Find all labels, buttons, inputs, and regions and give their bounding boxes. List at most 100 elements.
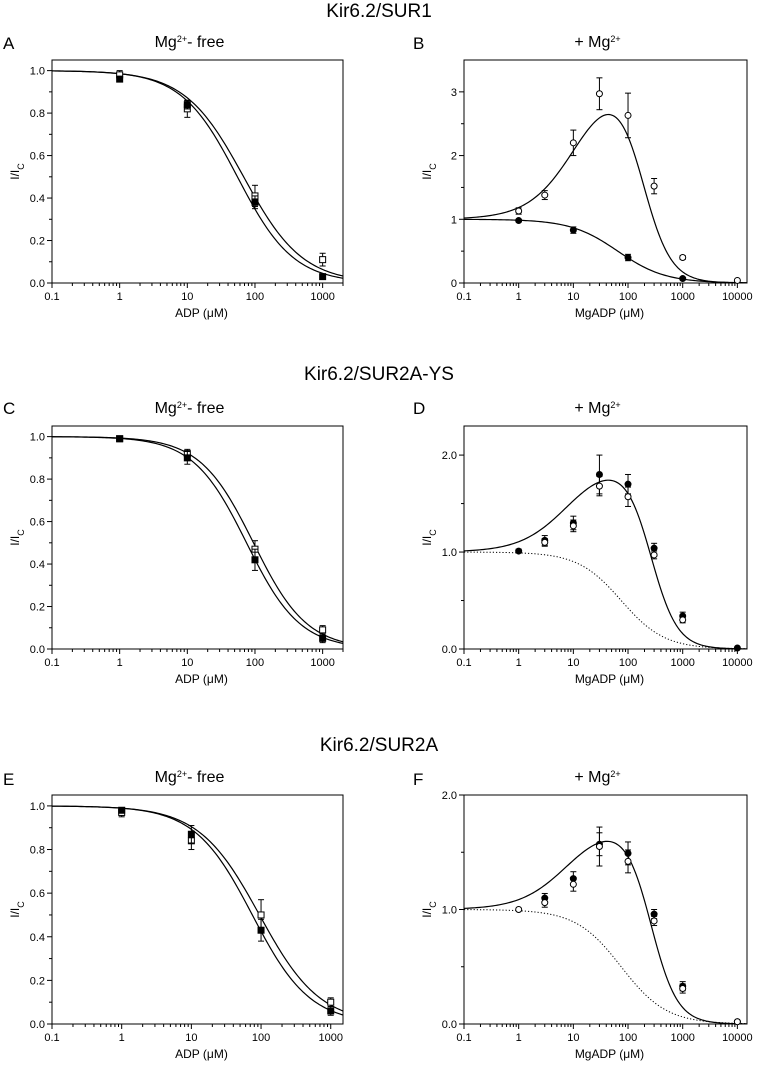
plot-frame: [51, 59, 344, 284]
x-tick-label: 100: [252, 1032, 270, 1044]
data-point-open-square: [319, 626, 327, 634]
data-point-open-circle: [569, 880, 577, 888]
x-axis-label: ADP (μM): [175, 306, 228, 320]
y-tick-label: 0.6: [30, 151, 45, 163]
data-point-filled-circle: [515, 547, 523, 555]
fit-curve: [52, 436, 343, 645]
data-point-open-square: [327, 998, 335, 1006]
row-title-3: Kir6.2/SUR2A: [320, 735, 439, 756]
panel-label: E: [3, 770, 14, 789]
row-title-1: Kir6.2/SUR1: [326, 1, 432, 22]
y-axis-label-subscript: C: [428, 529, 438, 536]
x-tick-label: 10: [181, 291, 193, 303]
data-point-open-circle: [650, 182, 658, 190]
x-tick-label: 1: [516, 657, 522, 669]
x-tick-label: 1: [117, 657, 123, 669]
data-point-filled-circle: [650, 544, 658, 552]
y-tick-label: 0.8: [30, 474, 45, 486]
y-axis-label-subscript: C: [428, 163, 438, 170]
fit-curve: [464, 113, 747, 283]
fit-curve: [52, 436, 343, 643]
y-tick-label: 2.0: [442, 790, 457, 802]
data-point-filled-circle: [569, 226, 577, 234]
data-point-open-circle: [541, 191, 549, 199]
reference-curve-dotted: [464, 909, 747, 1024]
y-tick-label: 0.0: [442, 1019, 457, 1031]
x-axis-label: MgADP (μM): [575, 672, 644, 686]
data-point-open-circle: [595, 482, 603, 490]
panel-label: A: [3, 34, 15, 53]
panel-F: F + Mg2+ 0.1 1 10 100 1000 10000 0.0 1.0 2.0 MgADP …: [413, 769, 753, 1061]
y-tick-label: 0.4: [30, 193, 45, 205]
panel-title-main: Mg: [155, 400, 177, 417]
panel-title-rest: - free: [187, 400, 224, 417]
y-tick-label: 2: [451, 151, 457, 163]
y-tick-label: 0: [451, 278, 457, 290]
y-tick-label: 0.2: [30, 975, 45, 987]
panel-title: + Mg2+: [574, 34, 620, 51]
x-axis-label: ADP (μM): [175, 672, 228, 686]
plot-frame: [463, 794, 748, 1025]
x-tick-label: 1000: [670, 657, 694, 669]
panel-title-superscript: 2+: [177, 400, 187, 410]
y-axis-label-main: I/I: [420, 536, 434, 546]
data-point-filled-circle: [624, 480, 632, 488]
x-tick-label: 1: [119, 1032, 125, 1044]
x-tick-label: 10000: [722, 291, 753, 303]
data-point-open-circle: [679, 254, 687, 262]
fit-curve: [464, 840, 747, 1024]
y-tick-label: 3: [451, 87, 457, 99]
data-point-filled-square: [319, 273, 327, 281]
y-tick-label: 1: [451, 214, 457, 226]
data-point-filled-circle: [624, 254, 632, 262]
y-tick-label: 1.0: [30, 801, 45, 813]
y-axis-label: I/IC: [8, 529, 26, 546]
x-tick-label: 100: [619, 1032, 637, 1044]
x-tick-label: 0.1: [456, 291, 471, 303]
x-tick-label: 1000: [670, 291, 694, 303]
data-point-open-circle: [624, 857, 632, 865]
panel-title-main: + Mg: [574, 769, 610, 786]
panel-label: D: [413, 399, 425, 418]
y-tick-label: 1.0: [30, 66, 45, 78]
plot-frame: [463, 59, 748, 284]
x-tick-label: 1000: [670, 1032, 694, 1044]
data-point-filled-square: [257, 926, 265, 934]
panel-E: E Mg2+- free 0.1 1 10 100 1000 0.0 0.2 0.4 0.6 0.8 1…: [3, 769, 344, 1061]
data-point-filled-circle: [679, 275, 687, 283]
data-point-open-circle: [733, 1018, 741, 1026]
fit-curve: [464, 218, 747, 283]
panel-title: Mg2+- free: [155, 34, 225, 51]
plot-frame: [463, 425, 748, 650]
y-tick-label: 0.0: [30, 644, 45, 656]
x-tick-label: 10: [567, 657, 579, 669]
reference-curve-dotted: [464, 551, 747, 649]
data-point-filled-square: [319, 634, 327, 642]
panel-C: C Mg2+- free 0.1 1 10 100 1000 0.0 0.2 0.4 0.6 0.8 1…: [3, 399, 344, 686]
x-axis-label: MgADP (μM): [575, 306, 644, 320]
panel-title: + Mg2+: [574, 769, 620, 786]
data-point-filled-square: [118, 806, 126, 814]
y-tick-label: 0.2: [30, 602, 45, 614]
x-tick-label: 10: [181, 657, 193, 669]
x-tick-label: 100: [246, 291, 264, 303]
y-axis-label-main: I/I: [420, 170, 434, 180]
y-tick-label: 1.0: [30, 432, 45, 444]
data-point-open-circle: [541, 538, 549, 546]
panel-title-superscript: 2+: [177, 34, 187, 44]
x-tick-label: 0.1: [44, 291, 59, 303]
x-tick-label: 1: [516, 1032, 522, 1044]
y-tick-label: 1.0: [442, 905, 457, 917]
x-tick-label: 0.1: [456, 657, 471, 669]
panel-title-rest: - free: [187, 769, 224, 786]
data-point-filled-circle: [183, 101, 191, 109]
panel-title: + Mg2+: [574, 400, 620, 417]
x-tick-label: 0.1: [44, 1032, 59, 1044]
data-point-open-circle: [569, 139, 577, 147]
fit-curve: [464, 479, 747, 649]
y-tick-label: 0.0: [30, 1019, 45, 1031]
x-tick-label: 1: [516, 291, 522, 303]
y-axis-label-subscript: C: [16, 901, 26, 908]
fit-curve: [52, 805, 343, 1016]
